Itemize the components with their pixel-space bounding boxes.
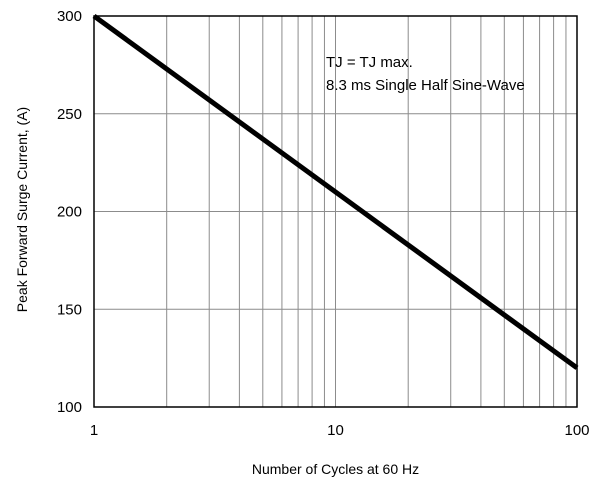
annotation-condition-1: TJ = TJ max. — [326, 54, 413, 71]
x-tick-label: 10 — [327, 422, 344, 439]
x-axis-ticks: 1 10 100 — [90, 422, 590, 439]
y-axis-title: Peak Forward Surge Current, (A) — [14, 107, 30, 312]
plot-frame — [93, 15, 578, 408]
x-tick-label: 100 — [564, 422, 589, 439]
y-tick-label: 100 — [57, 399, 82, 416]
y-tick-label: 150 — [57, 301, 82, 318]
y-tick-label: 250 — [57, 106, 82, 123]
series-line — [92, 13, 579, 370]
y-tick-label: 300 — [57, 8, 82, 25]
series — [92, 13, 579, 370]
x-axis-title: Number of Cycles at 60 Hz — [252, 461, 419, 477]
x-tick-label: 1 — [90, 422, 98, 439]
annotation-condition-2: 8.3 ms Single Half Sine-Wave — [326, 77, 525, 94]
grid — [93, 15, 578, 408]
y-tick-label: 200 — [57, 204, 82, 221]
y-axis-ticks: 100 150 200 250 300 — [57, 8, 82, 416]
